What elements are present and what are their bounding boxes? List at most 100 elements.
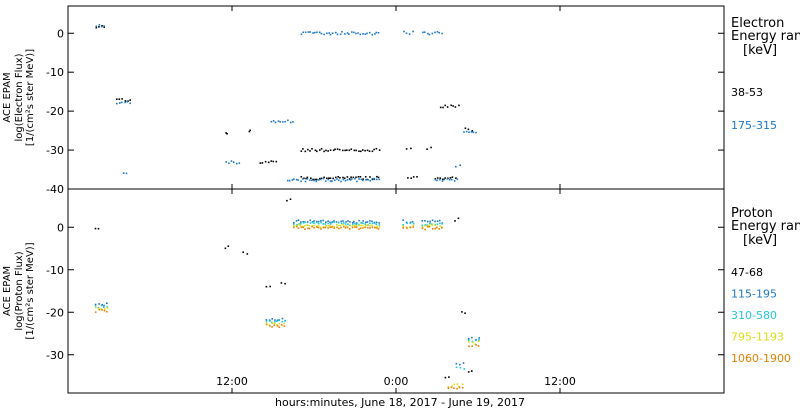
data-point xyxy=(471,336,473,339)
data-point xyxy=(325,149,327,152)
data-point xyxy=(426,220,429,223)
data-point xyxy=(451,176,454,178)
data-point xyxy=(357,176,360,178)
y-tick-label-electron: -10 xyxy=(46,66,64,79)
data-point xyxy=(447,387,450,389)
data-point xyxy=(268,319,271,321)
data-point xyxy=(475,131,477,134)
data-point xyxy=(333,221,335,224)
data-point xyxy=(366,224,369,226)
data-point xyxy=(283,322,285,325)
data-point xyxy=(355,226,358,229)
data-point xyxy=(322,226,325,229)
data-point xyxy=(405,148,408,150)
data-point xyxy=(364,224,367,227)
data-point xyxy=(246,253,249,255)
data-point xyxy=(346,226,349,229)
data-point xyxy=(434,178,437,181)
data-point xyxy=(327,178,329,181)
data-point xyxy=(334,148,336,151)
legend-subtitle-proton: Energy ran xyxy=(731,219,800,234)
data-point xyxy=(236,162,238,165)
legend-title-proton: Proton xyxy=(731,206,773,221)
data-point xyxy=(467,337,470,340)
data-point xyxy=(354,224,356,226)
legend-units-electron: [keV] xyxy=(743,43,777,58)
data-point xyxy=(322,219,324,222)
data-point xyxy=(302,221,304,223)
data-point xyxy=(295,220,298,222)
data-point xyxy=(458,104,460,107)
data-point xyxy=(298,223,300,226)
data-point xyxy=(308,225,311,227)
data-point xyxy=(338,221,340,224)
data-point xyxy=(344,227,347,229)
data-point xyxy=(458,386,461,389)
data-point xyxy=(426,225,429,228)
data-point xyxy=(316,220,318,223)
y-axis-label-proton: log(Proton Flux) xyxy=(14,251,25,330)
data-point xyxy=(458,385,460,388)
data-point xyxy=(434,31,436,34)
data-point xyxy=(314,178,316,181)
data-point xyxy=(362,227,364,229)
data-point xyxy=(429,222,431,225)
data-point xyxy=(265,320,268,323)
data-point xyxy=(374,226,376,229)
y-tick-label-electron: -40 xyxy=(46,183,64,196)
data-point xyxy=(365,178,367,181)
data-point xyxy=(286,179,289,182)
data-point xyxy=(351,226,354,229)
data-point xyxy=(456,388,458,390)
data-point xyxy=(302,226,305,229)
data-point xyxy=(354,177,356,180)
data-point xyxy=(326,177,328,180)
data-point xyxy=(474,339,477,342)
series-proton-1060-1900 xyxy=(94,225,480,390)
data-point xyxy=(368,31,371,34)
data-point xyxy=(296,224,298,226)
data-point xyxy=(444,177,446,179)
data-point xyxy=(121,98,123,100)
data-point xyxy=(468,339,470,341)
data-point xyxy=(341,31,343,33)
data-point xyxy=(459,366,462,369)
data-point xyxy=(362,149,364,151)
data-point xyxy=(345,221,347,223)
data-point xyxy=(307,31,310,33)
data-point xyxy=(378,149,381,151)
data-point xyxy=(449,177,452,179)
data-point xyxy=(362,222,364,224)
data-point xyxy=(412,226,414,228)
data-point xyxy=(352,176,355,179)
data-point xyxy=(409,226,412,229)
data-point xyxy=(320,221,322,224)
data-point xyxy=(350,178,353,180)
data-point xyxy=(467,371,470,373)
data-point xyxy=(309,150,311,152)
data-point xyxy=(323,150,325,153)
data-point xyxy=(329,33,332,36)
data-point xyxy=(310,179,313,182)
data-point xyxy=(94,311,97,313)
data-point xyxy=(371,226,374,229)
data-point xyxy=(339,176,341,179)
plot-frame-proton xyxy=(67,188,725,394)
data-point xyxy=(478,340,480,343)
data-point xyxy=(283,325,286,327)
data-point xyxy=(364,149,366,152)
data-point xyxy=(342,176,344,179)
data-point xyxy=(106,302,108,304)
data-point xyxy=(226,133,228,135)
data-point xyxy=(94,306,97,309)
data-point xyxy=(327,177,330,179)
data-point xyxy=(265,323,268,326)
data-point xyxy=(360,221,362,224)
data-point xyxy=(360,178,363,181)
data-point xyxy=(249,129,251,132)
data-point xyxy=(304,221,306,224)
legend-entry-310-580: 310-580 xyxy=(731,309,777,322)
data-point xyxy=(475,344,477,346)
data-point xyxy=(228,162,230,164)
data-point xyxy=(443,178,446,181)
